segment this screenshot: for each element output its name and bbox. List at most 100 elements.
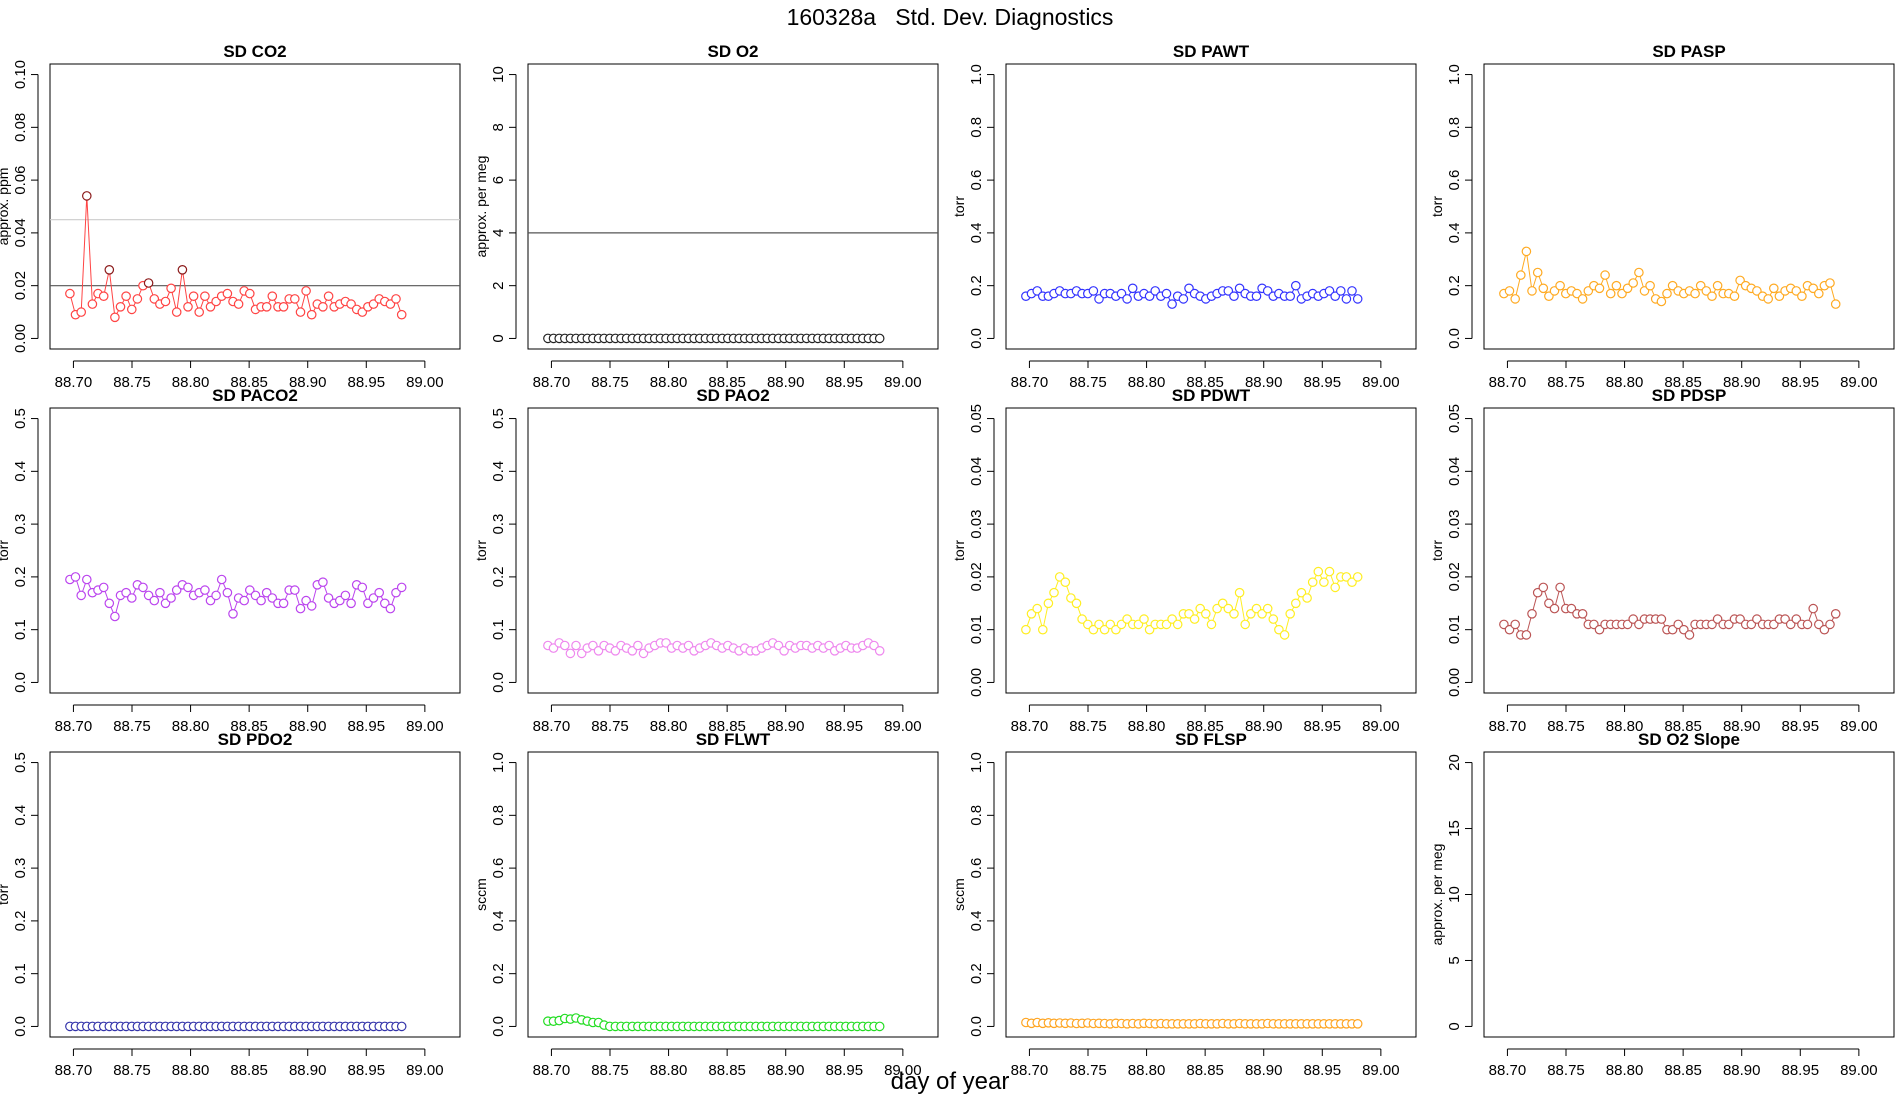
data-point: [1763, 294, 1773, 304]
data-point: [1032, 603, 1042, 614]
plot-frame: [49, 751, 461, 1038]
panel-title: SD FLSP: [1175, 730, 1247, 749]
data-point: [76, 590, 86, 601]
y-tick-label: 0.0: [12, 1016, 29, 1037]
data-point: [1504, 624, 1515, 635]
y-tick-label: 0.5: [12, 408, 29, 429]
data-point: [1594, 283, 1605, 294]
y-axis-label: torr: [0, 884, 11, 905]
data-point: [1189, 614, 1200, 624]
data-point: [1043, 598, 1054, 609]
data-point: [1324, 566, 1335, 577]
y-tick-label: 0.0: [12, 672, 29, 693]
data-point: [1521, 246, 1532, 257]
y-tick-label: 0.01: [1446, 615, 1463, 644]
y-tick-label: 0.06: [12, 166, 29, 195]
y-tick-label: 0.08: [12, 113, 29, 142]
data-point: [87, 299, 98, 309]
x-tick-label: 88.95: [1304, 374, 1342, 391]
y-tick-label: 20: [1446, 754, 1463, 771]
y-tick-label: 6: [490, 176, 507, 184]
data-point: [1724, 619, 1734, 630]
x-tick-label: 89.00: [1840, 718, 1878, 735]
data-point: [1324, 286, 1335, 296]
plot-frame: [527, 751, 939, 1038]
data-point: [82, 191, 92, 201]
x-tick-label: 88.70: [1489, 718, 1527, 735]
panel-title: SD O2: [707, 42, 758, 61]
data-point: [127, 593, 137, 603]
x-tick-label: 88.85: [230, 1062, 268, 1079]
data-point: [1605, 288, 1616, 299]
data-point: [1049, 587, 1059, 598]
x-tick-label: 88.70: [1489, 374, 1527, 391]
data-point: [104, 598, 115, 609]
panel-title: SD PDSP: [1652, 386, 1727, 405]
y-tick-label: 0.0: [968, 1016, 985, 1037]
y-tick-label: 0.2: [12, 910, 29, 931]
data-point: [1268, 614, 1279, 624]
x-tick-label: 88.95: [1782, 1062, 1820, 1079]
x-tick-label: 88.70: [1489, 1062, 1527, 1079]
y-tick-label: 0.6: [490, 858, 507, 879]
data-point: [1352, 572, 1363, 582]
y-tick-label: 0.2: [968, 275, 985, 296]
data-point: [1527, 608, 1537, 619]
y-tick-label: 0.6: [968, 858, 985, 879]
data-point: [1296, 587, 1307, 598]
data-point: [1825, 619, 1835, 630]
data-point: [357, 582, 368, 593]
data-point: [233, 299, 244, 309]
y-axis-label: approx. ppm: [0, 168, 11, 246]
panel-title: SD PDWT: [1172, 386, 1251, 405]
panel-title: SD PAWT: [1173, 42, 1250, 61]
data-point: [245, 288, 255, 299]
y-tick-label: 0.0: [490, 672, 507, 693]
data-point: [194, 307, 204, 317]
data-point: [289, 294, 300, 304]
x-tick-label: 88.90: [1245, 718, 1283, 735]
data-point: [138, 582, 148, 593]
y-tick-label: 0.2: [1446, 275, 1463, 296]
data-point: [98, 582, 109, 593]
data-point: [166, 283, 176, 294]
data-point: [396, 582, 407, 593]
data-point: [1099, 624, 1110, 635]
x-tick-label: 88.80: [1606, 1062, 1644, 1079]
x-tick-label: 88.75: [591, 374, 629, 391]
data-point: [1347, 577, 1357, 587]
data-point: [121, 587, 131, 598]
data-point: [1656, 296, 1667, 307]
y-tick-label: 0.10: [12, 60, 29, 89]
y-axis-label: approx. per meg: [1429, 844, 1445, 946]
x-tick-label: 88.90: [289, 1062, 327, 1079]
data-point: [1510, 294, 1520, 304]
plot-frame: [1483, 407, 1895, 694]
data-point: [1122, 294, 1132, 304]
data-point: [1262, 603, 1273, 614]
data-point: [160, 296, 171, 307]
data-point: [1251, 291, 1262, 301]
data-point: [1127, 283, 1138, 294]
data-point: [1307, 577, 1318, 587]
data-point: [143, 278, 154, 288]
data-point: [874, 645, 885, 656]
data-point: [1555, 582, 1565, 593]
x-tick-label: 88.80: [172, 718, 210, 735]
data-point: [110, 312, 120, 323]
x-tick-label: 88.75: [1069, 718, 1107, 735]
y-tick-label: 10: [490, 66, 507, 83]
data-point: [1229, 608, 1239, 619]
data-point: [571, 640, 581, 651]
data-point: [1167, 299, 1177, 309]
data-point: [183, 301, 193, 312]
data-point: [1291, 280, 1301, 291]
data-point: [1538, 582, 1549, 593]
data-point: [127, 304, 137, 315]
plot-frame: [1005, 751, 1417, 1038]
data-point: [874, 333, 885, 344]
data-point: [295, 603, 306, 614]
data-point: [1752, 286, 1762, 296]
panel-title: SD PDO2: [218, 730, 293, 749]
